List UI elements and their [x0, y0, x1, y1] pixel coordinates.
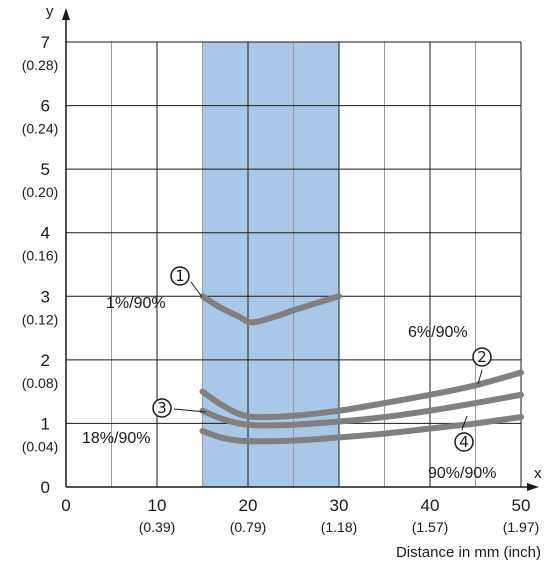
- annotations: 1 1%/90% 2 6%/90% 3 18%/90% 4 90%/90%: [82, 266, 497, 482]
- leader-line-3: [173, 408, 207, 413]
- series-line-3: [199, 391, 524, 429]
- x-tick-label: 40: [421, 496, 440, 515]
- x-axis-arrow: [527, 483, 539, 491]
- x-axis-label: x: [534, 465, 542, 482]
- series-line-1: [199, 293, 342, 326]
- y-tick-label: 5: [41, 160, 50, 179]
- series-label-1: 1%/90%: [106, 295, 166, 312]
- x-tick-sublabel: (1.57): [412, 519, 449, 535]
- y-tick-label: 6: [41, 97, 50, 116]
- y-tick-sublabel: (0.28): [22, 57, 59, 73]
- series-group: [199, 293, 524, 445]
- series-marker-circle-1: [170, 266, 190, 286]
- y-tick-label: 2: [41, 351, 50, 370]
- series-marker-3: 3: [157, 399, 167, 417]
- leader-line-2: [477, 369, 483, 385]
- leader-line-4: [461, 415, 468, 431]
- x-axis-title: Distance in mm (inch): [396, 544, 541, 561]
- axes: [62, 8, 539, 491]
- tick-labels: 0 10(0.39)20(0.79)30(1.18)40(1.57)50(1.97…: [22, 33, 540, 535]
- y-tick-sublabel: (0.24): [22, 121, 59, 137]
- leader-line-1: [190, 281, 203, 298]
- x-tick-sublabel: (0.79): [230, 519, 267, 535]
- series-marker-circle-3: [152, 398, 172, 418]
- y-axis-arrow: [62, 8, 70, 20]
- series-line-2: [199, 369, 524, 421]
- series-marker-circle-2: [472, 347, 492, 367]
- series-marker-4: 4: [459, 433, 469, 451]
- x-tick-label: 20: [239, 496, 258, 515]
- y-tick-label: 4: [41, 224, 50, 243]
- y-tick-sublabel: (0.16): [22, 248, 59, 264]
- x-tick-label: 10: [148, 496, 167, 515]
- x-tick-label: 0: [61, 496, 70, 515]
- series-marker-2: 2: [477, 348, 487, 366]
- x-tick-sublabel: (1.97): [503, 519, 540, 535]
- series-marker-circle-4: [454, 432, 474, 452]
- y-tick-label: 1: [41, 414, 50, 433]
- series-label-2: 6%/90%: [408, 324, 468, 341]
- x-tick-sublabel: (1.18): [321, 519, 358, 535]
- y-tick-sublabel: (0.20): [22, 184, 59, 200]
- series-label-3: 18%/90%: [82, 430, 151, 447]
- x-tick-label: 50: [512, 496, 531, 515]
- x-tick-sublabel: (0.39): [139, 519, 176, 535]
- grid: [66, 41, 522, 487]
- y-tick-sublabel: (0.08): [22, 375, 59, 391]
- series-label-4: 90%/90%: [428, 465, 497, 482]
- series-line-4: [199, 414, 524, 445]
- series-marker-1: 1: [175, 267, 185, 285]
- y-tick-sublabel: (0.04): [22, 438, 59, 454]
- y-tick-label: 3: [41, 287, 50, 306]
- x-tick-label: 30: [330, 496, 349, 515]
- y-tick-label: 0: [41, 478, 50, 497]
- y-tick-sublabel: (0.12): [22, 311, 59, 327]
- y-tick-label: 7: [41, 33, 50, 52]
- y-axis-label: y: [46, 3, 54, 20]
